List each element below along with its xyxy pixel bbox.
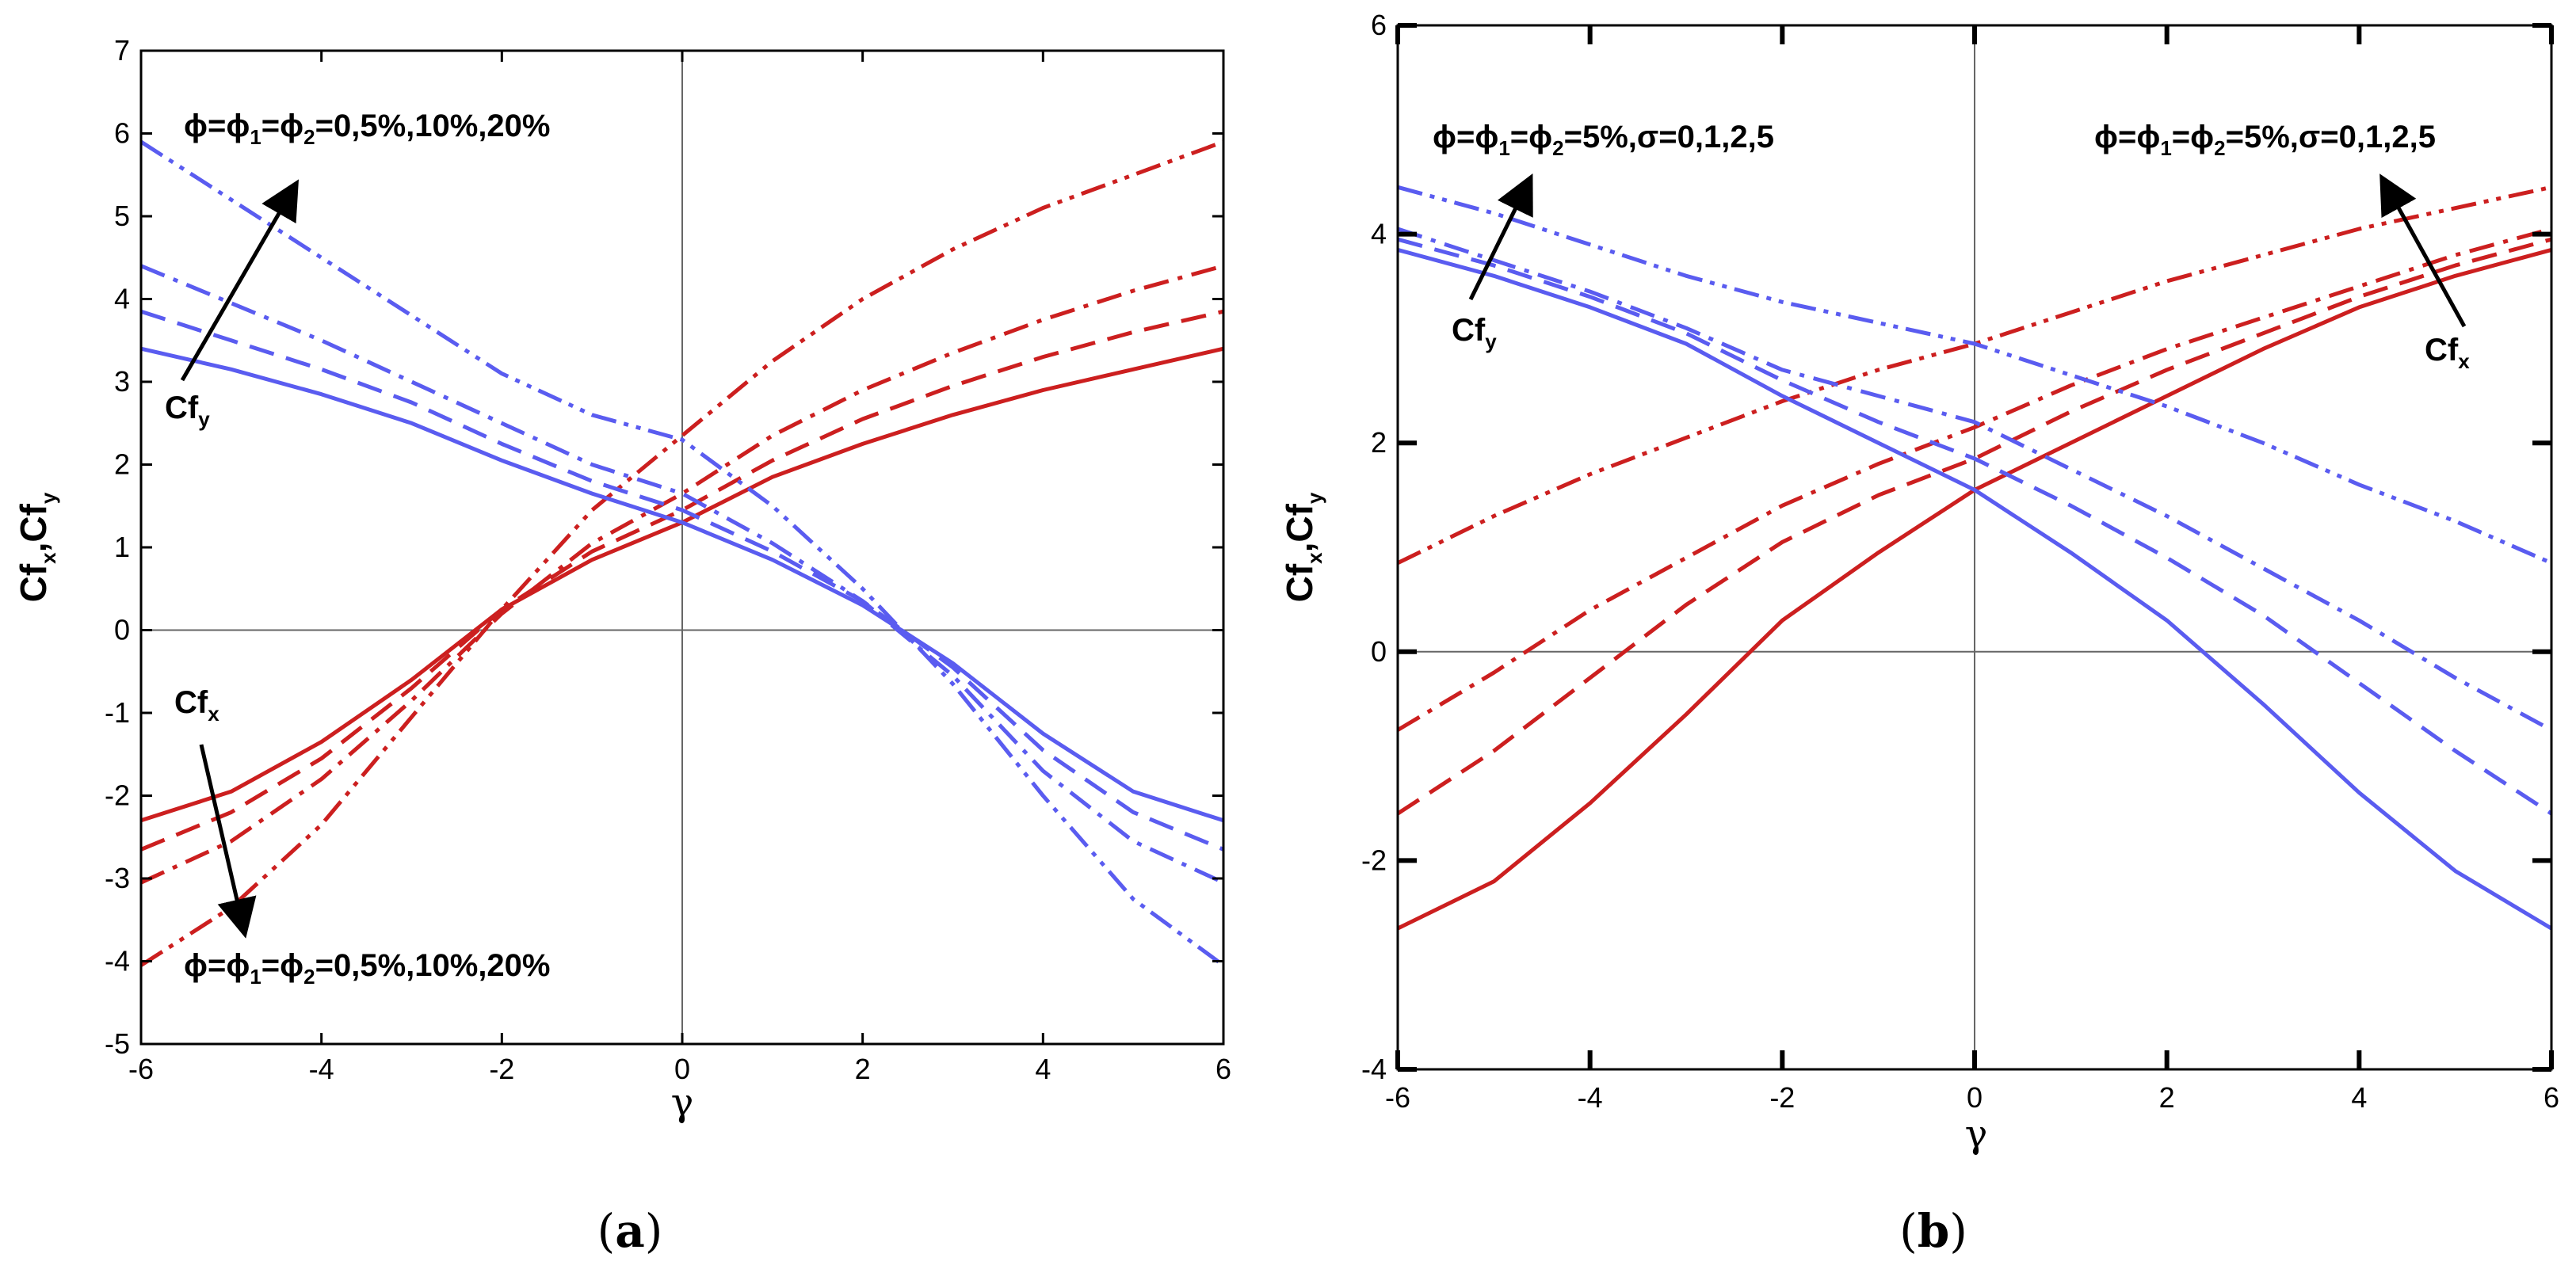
- panel-a-x-tick-label: -2: [489, 1053, 514, 1085]
- panel-b-y-tick-label: 0: [1371, 635, 1387, 668]
- panel-b-annotation-topleft: ϕ=ϕ1=ϕ2=5%,σ=0,1,2,5: [1433, 120, 1774, 160]
- panel-a-y-tick-label: -4: [105, 945, 130, 977]
- panel-b-series-line: Cfx σ=1: [1396, 237, 2552, 816]
- panel-a-x-tick-label: -6: [128, 1053, 154, 1085]
- panel-b-y-tick-label: 6: [1371, 9, 1387, 41]
- panel-a-y-tick-label: 7: [114, 34, 130, 67]
- panel-a-x-tick-label: 0: [674, 1053, 690, 1085]
- panel-b-annotation-topright: ϕ=ϕ1=ϕ2=5%,σ=0,1,2,5: [2094, 120, 2436, 160]
- panel-a-y-tick-label: 4: [114, 283, 130, 315]
- panel-b-arrow-cfx: [2379, 173, 2467, 328]
- panel-a-y-tick-label: 2: [114, 448, 130, 481]
- panel-a-y-tick-label: 0: [114, 614, 130, 646]
- panel-b-x-tick-label: 2: [2159, 1081, 2175, 1114]
- panel-b-y-tick-label: 2: [1371, 426, 1387, 459]
- panel-b-x-tick-label: 0: [1967, 1081, 1983, 1114]
- panel-a-x-axis-label: γ: [671, 1080, 694, 1125]
- panel-a-reference-lines: [141, 51, 1223, 1044]
- panel-a-series-line: Cfx φ=5%: [140, 309, 1224, 852]
- panel-a-y-tick-label: 6: [114, 117, 130, 150]
- panel-b-caption: (b): [1899, 1204, 1967, 1258]
- panel-a-ticks: -6 -4 -2 0 2 4 6 -5 -4 -3 -2 -1 0 1 2 3 4 5 6 7: [105, 34, 1231, 1085]
- panel-a-y-tick-label: 1: [114, 531, 130, 563]
- panel-a-arrow-cfx: [199, 744, 257, 939]
- panel-a-series: Cfx φ=0Cfx φ=5%Cfx φ=10%Cfx φ=20%Cfy φ=0…: [139, 139, 1225, 967]
- panel-a-x-tick-label: 4: [1035, 1053, 1051, 1085]
- panel-a-series-line: Cfy φ=0: [140, 346, 1224, 823]
- panel-a-y-tick-label: -5: [105, 1027, 130, 1060]
- panel-a-y-axis-label: Cfx,Cfy: [13, 492, 60, 602]
- panel-b-series-line: Cfy σ=0: [1397, 247, 2553, 931]
- panel-b-x-tick-label: 6: [2544, 1081, 2559, 1114]
- panel-a-caption: (a): [597, 1204, 663, 1258]
- panel-b-series-line: Cfy σ=2: [1397, 227, 2553, 732]
- panel-b-arrow-cfy: [1468, 173, 1533, 301]
- panel-b-label-cfx: Cfx: [2425, 333, 2470, 373]
- panel-a-y-tick-label: -3: [105, 862, 130, 894]
- panel-a: Cfx φ=0Cfx φ=5%Cfx φ=10%Cfx φ=20%Cfy φ=0…: [13, 34, 1231, 1258]
- panel-b-label-cfy: Cfy: [1452, 313, 1497, 353]
- panel-b-x-tick-label: 4: [2351, 1081, 2367, 1114]
- panel-b-y-axis-label: Cfx,Cfy: [1279, 492, 1326, 602]
- panel-a-label-cfy: Cfy: [165, 391, 210, 431]
- panel-a-series-line: Cfy φ=20%: [139, 139, 1225, 967]
- panel-b-x-tick-label: -2: [1769, 1081, 1795, 1114]
- panel-a-annotation-bottom: ϕ=ϕ1=ϕ2=0,5%,10%,20%: [184, 948, 550, 989]
- panel-a-y-tick-label: -2: [105, 779, 130, 812]
- panel-b-y-tick-label: -2: [1361, 844, 1387, 876]
- panel-b-series-line: Cfx σ=2: [1396, 227, 2552, 732]
- panel-b-x-tick-label: -6: [1385, 1081, 1410, 1114]
- panel-a-y-tick-label: -1: [105, 696, 130, 729]
- panel-a-x-tick-label: 2: [855, 1053, 871, 1085]
- panel-a-label-cfx: Cfx: [174, 685, 219, 726]
- panel-b-series-line: Cfy σ=5: [1397, 185, 2552, 566]
- panel-a-series-line: Cfy φ=10%: [140, 264, 1225, 885]
- panel-a-series-line: Cfy φ=5%: [140, 309, 1224, 852]
- panel-a-y-tick-label: 5: [114, 200, 130, 232]
- panel-b-x-axis-label: γ: [1965, 1112, 1988, 1156]
- panel-b-y-tick-label: -4: [1361, 1053, 1387, 1085]
- panel-a-series-line: Cfx φ=10%: [139, 264, 1224, 885]
- panel-b-x-tick-label: -4: [1578, 1081, 1603, 1114]
- panel-a-y-tick-label: 3: [114, 365, 130, 398]
- panel-a-x-tick-label: 6: [1215, 1053, 1231, 1085]
- panel-b-series-line: Cfy σ=1: [1397, 237, 2553, 816]
- panel-a-series-line: Cfx φ=20%: [139, 139, 1224, 967]
- panel-a-arrow-cfy: [180, 179, 300, 382]
- panel-a-annotation-top: ϕ=ϕ1=ϕ2=0,5%,10%,20%: [184, 109, 550, 149]
- panel-b-y-tick-label: 4: [1371, 218, 1387, 250]
- panel-b-reference-lines: [1398, 25, 2551, 1069]
- panel-a-x-tick-label: -4: [309, 1053, 334, 1085]
- panel-b-series-line: Cfx σ=5: [1396, 185, 2552, 566]
